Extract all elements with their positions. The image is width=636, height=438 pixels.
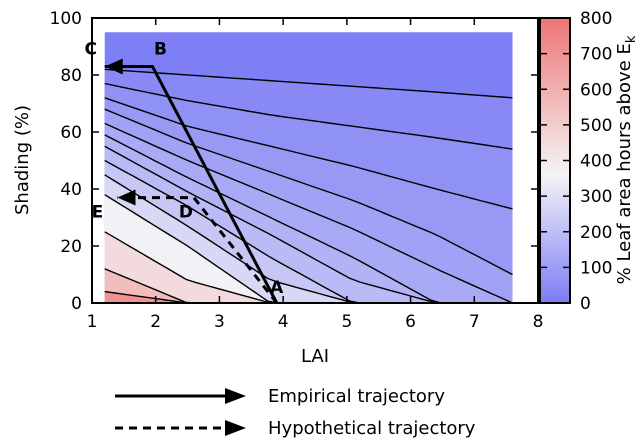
contour-line [104,108,513,276]
colorbar-tick-label: 800 [580,9,612,29]
x-tick-label: 3 [214,312,225,332]
y-tick-label: 60 [60,123,82,143]
y-tick-label: 100 [50,9,82,29]
colorbar: 0 100 200 300 400 500 600 700 800 % Leaf area ho… [539,9,636,314]
colorbar-label: % Leaf area hours above Ek [614,35,636,284]
point-label-c: C [85,39,97,59]
colorbar-tick-label: 200 [580,223,612,243]
heatmap-band [104,291,513,303]
x-axis-label: LAI [301,346,329,367]
y-axis-label: Shading (%) [12,105,33,215]
x-tick-label: 6 [405,312,416,332]
legend-empirical-arrowhead [225,388,246,404]
point-label-d: D [179,203,193,223]
colorbar-tick-label: 0 [580,294,591,314]
y-tick-label: 20 [60,237,82,257]
colorbar-tick-label: 700 [580,45,612,65]
colorbar-tick-label: 400 [580,152,612,172]
x-tick-label: 8 [533,312,544,332]
point-labels: A B C D E [85,39,285,298]
trajectory-arrowhead [104,58,123,75]
contour-line [104,122,513,304]
contour-line [104,82,513,150]
legend-empirical-label: Empirical trajectory [268,386,445,407]
x-tick-label: 7 [469,312,480,332]
heatmap-field [104,32,513,304]
point-label-a: A [270,278,284,298]
y-tick-label: 0 [71,294,82,314]
trajectories [104,58,279,304]
heatmap-band [104,194,513,303]
trajectory-arrowhead [117,189,136,206]
y-axis-ticks: 0 20 40 60 80 100 [50,9,538,314]
plot-border [91,17,539,304]
x-tick-label: 2 [150,312,161,332]
colorbar-tick-label: 300 [580,187,612,207]
contour-line [104,68,513,99]
legend-hypothetical-arrowhead [225,420,246,436]
x-axis-ticks: 1 2 3 4 5 6 7 8 [87,18,544,332]
trajectory-dashed [117,196,278,304]
colorbar-label-subscript: k [624,35,636,43]
point-label-b: B [154,39,167,59]
x-tick-label: 1 [87,312,98,332]
x-tick-label: 5 [341,312,352,332]
point-label-e: E [92,203,104,223]
colorbar-tick-label: 600 [580,80,612,100]
contour-line [104,97,513,210]
colorbar-tick-label: 100 [580,258,612,278]
x-tick-label: 4 [278,312,289,332]
y-tick-label: 40 [60,180,82,200]
legend: Empirical trajectory Hypothetical trajec… [115,386,476,438]
colorbar-ticks: 0 100 200 300 400 500 600 700 800 [540,9,612,314]
colorbar-tick-label: 500 [580,116,612,136]
plot-frame [91,17,539,304]
legend-hypothetical-label: Hypothetical trajectory [268,418,476,438]
y-tick-label: 80 [60,66,82,86]
